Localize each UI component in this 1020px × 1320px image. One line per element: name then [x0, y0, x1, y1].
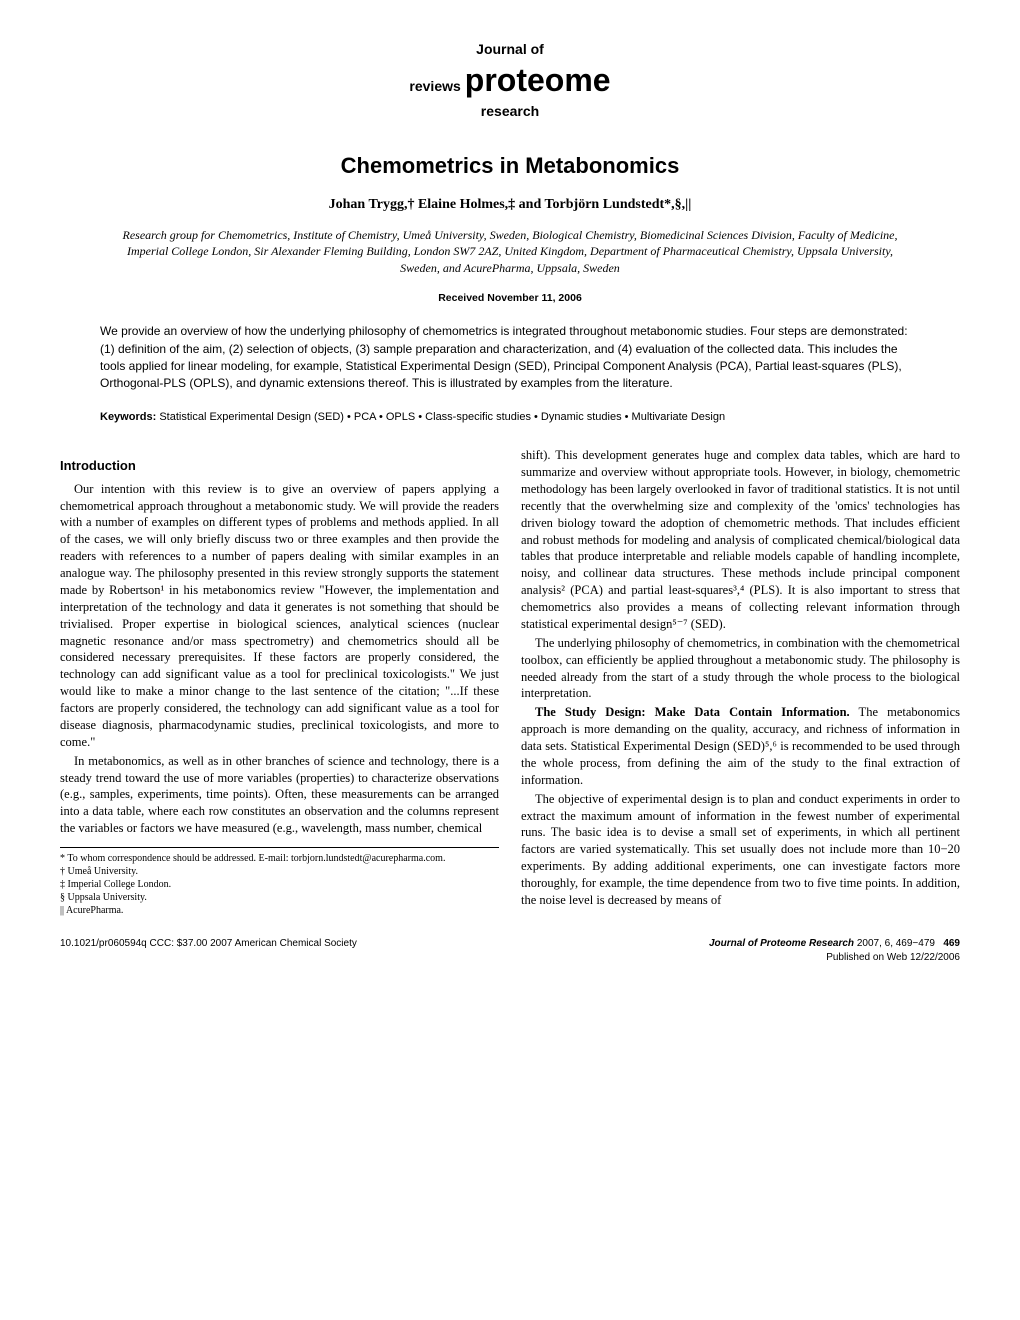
footer-left: 10.1021/pr060594q CCC: $37.00 2007 Ameri…	[60, 937, 357, 964]
footer-right: Journal of Proteome Research 2007, 6, 46…	[709, 937, 960, 964]
logo-reviews: reviews	[409, 77, 460, 96]
footnote-uppsala: § Uppsala University.	[60, 891, 499, 904]
footer-citation: 2007, 6, 469−479	[854, 938, 935, 949]
abstract: We provide an overview of how the underl…	[100, 323, 920, 393]
para-2: In metabonomics, as well as in other bra…	[60, 753, 499, 837]
journal-logo-middle: reviews proteome	[60, 59, 960, 102]
para-3: shift). This development generates huge …	[521, 447, 960, 633]
footer-journal: Journal of Proteome Research	[709, 938, 854, 949]
footer-doi: 10.1021/pr060594q CCC: $37.00	[60, 938, 207, 949]
body-columns: Introduction Our intention with this rev…	[60, 447, 960, 917]
footnote-acurepharma: || AcurePharma.	[60, 904, 499, 917]
affiliations: Research group for Chemometrics, Institu…	[120, 227, 900, 277]
footer-copyright: 2007 American Chemical Society	[210, 938, 357, 949]
logo-main: proteome	[465, 59, 611, 102]
introduction-heading: Introduction	[60, 457, 499, 475]
keywords-text: Statistical Experimental Design (SED) • …	[159, 411, 725, 423]
received-date: Received November 11, 2006	[60, 291, 960, 305]
keywords-label: Keywords:	[100, 411, 156, 423]
footer-page: 469	[943, 938, 960, 949]
para-4: The underlying philosophy of chemometric…	[521, 635, 960, 703]
journal-logo: Journal of reviews proteome research	[60, 40, 960, 121]
footnote-umea: † Umeå University.	[60, 865, 499, 878]
footnotes: * To whom correspondence should be addre…	[60, 847, 499, 917]
study-design-bold: The Study Design: Make Data Contain Info…	[535, 705, 850, 719]
footnote-imperial: ‡ Imperial College London.	[60, 878, 499, 891]
article-title: Chemometrics in Metabonomics	[60, 151, 960, 181]
keywords-block: Keywords: Statistical Experimental Desig…	[100, 409, 920, 426]
para-5: The Study Design: Make Data Contain Info…	[521, 704, 960, 788]
journal-logo-top: Journal of	[60, 40, 960, 59]
para-1: Our intention with this review is to giv…	[60, 481, 499, 751]
footnote-correspondence: * To whom correspondence should be addre…	[60, 852, 499, 865]
journal-logo-bottom: research	[60, 102, 960, 121]
para-6: The objective of experimental design is …	[521, 791, 960, 909]
page-footer: 10.1021/pr060594q CCC: $37.00 2007 Ameri…	[60, 937, 960, 964]
footer-published: Published on Web 12/22/2006	[709, 951, 960, 965]
authors: Johan Trygg,† Elaine Holmes,‡ and Torbjö…	[60, 196, 960, 215]
